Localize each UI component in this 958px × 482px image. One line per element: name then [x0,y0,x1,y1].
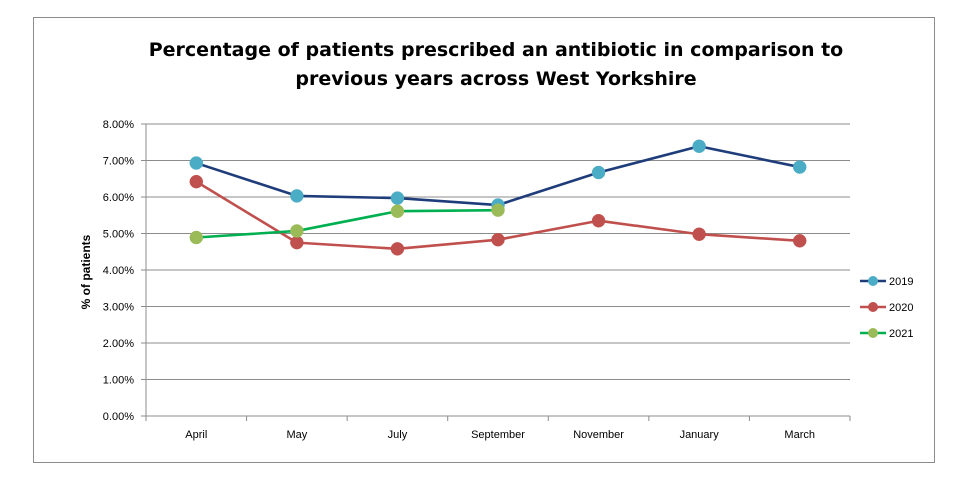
y-tick-labels: 0.00% 1.00% 2.00% 3.00% 4.00% 5.00% 6.00% 7.00%… [103,119,134,423]
legend-marker [868,276,878,286]
y-axis-label: % of patients [79,234,93,309]
series-2020 [189,174,807,256]
data-point [290,189,304,203]
legend-item-2021: 2021 [860,328,913,340]
data-point [390,204,405,218]
y-tick-label: 2.00% [103,338,134,350]
data-point [390,191,405,205]
data-point [189,230,204,245]
x-tick-label: September [471,429,525,441]
y-tick-label: 6.00% [103,192,134,204]
series-2021 [189,203,505,245]
data-point [591,165,606,180]
data-point [290,224,304,238]
legend-label: 2021 [889,328,913,340]
x-tick-label: January [680,429,720,441]
data-point [792,234,807,248]
y-tick-label: 3.00% [103,302,134,314]
data-point [692,139,706,154]
legend: 2019 2020 2021 [860,276,913,340]
chart-title-line-2: previous years across West Yorkshire [295,68,696,90]
legend-item-2019: 2019 [860,276,913,288]
chart-title: Percentage of patients prescribed an ant… [149,39,844,90]
legend-label: 2020 [889,302,913,314]
y-tick-label: 4.00% [103,265,134,277]
data-point [491,232,505,247]
data-point [189,156,204,170]
line-chart: Percentage of patients prescribed an ant… [79,39,913,441]
legend-label: 2019 [889,276,913,288]
y-tick-label: 5.00% [103,229,134,241]
data-point [792,160,807,174]
gridlines [141,123,850,417]
y-tick-label: 7.00% [103,156,134,168]
series-line-2019 [195,144,800,207]
x-tick-label: April [185,429,207,441]
legend-item-2020: 2020 [860,302,913,314]
axes [145,124,851,421]
series-2019 [189,139,807,212]
x-tick-label: July [388,429,408,441]
series-lines [189,139,807,256]
x-tick-label: November [573,429,624,441]
y-tick-label: 0.00% [103,411,134,423]
y-tick-label: 8.00% [103,119,134,131]
x-tick-labels: April May July September November January Marc… [185,429,815,441]
chart-title-line-1: Percentage of patients prescribed an ant… [149,39,844,61]
x-tick-label: March [784,429,815,441]
data-point [390,242,405,256]
x-tick-label: May [286,429,307,441]
legend-marker [868,302,878,312]
data-point [290,235,304,250]
chart-frame: Percentage of patients prescribed an ant… [33,17,935,463]
data-point [189,174,204,189]
data-point [692,227,706,241]
legend-marker [868,328,878,338]
data-point [491,203,505,217]
series-line-2021 [196,208,499,239]
data-point [591,213,606,228]
y-tick-label: 1.00% [103,375,134,387]
